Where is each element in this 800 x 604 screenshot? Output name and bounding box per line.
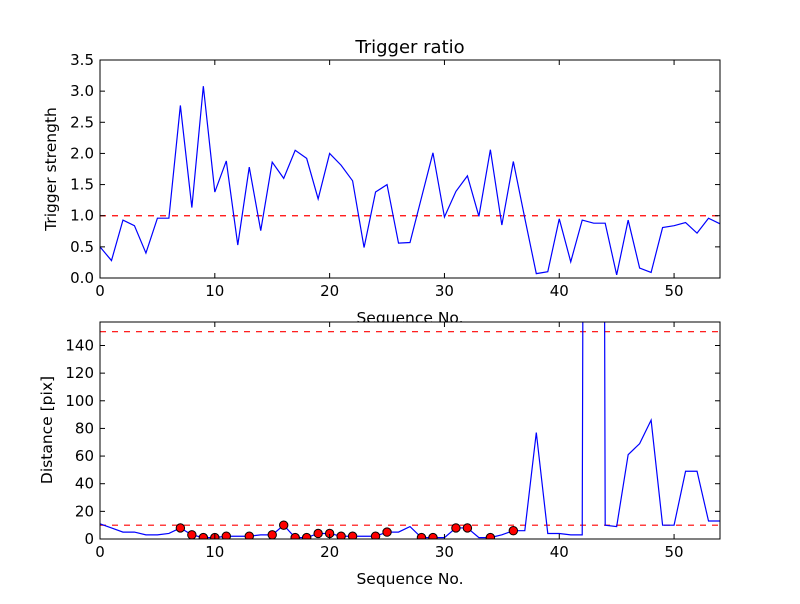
- x-tick-label: 30: [435, 282, 454, 300]
- x-tick-label: 0: [95, 543, 105, 561]
- x-tick-label: 50: [665, 543, 684, 561]
- x-tick-label: 10: [205, 282, 224, 300]
- data-point: [187, 530, 197, 539]
- data-point: [428, 532, 438, 539]
- y-tick-label: 2.5: [70, 113, 94, 131]
- data-point: [347, 531, 358, 539]
- y-tick-label: 0: [84, 530, 94, 548]
- y-tick-label: 0.0: [70, 269, 94, 287]
- y-axis-label: Trigger strength: [42, 107, 60, 232]
- series-line: [100, 86, 720, 276]
- data-point: [313, 528, 323, 539]
- data-point: [198, 532, 209, 539]
- x-tick-label: 40: [550, 543, 569, 561]
- plot-frame: [99, 321, 721, 540]
- x-tick-label: 40: [550, 282, 569, 300]
- y-tick-label: 120: [65, 364, 94, 382]
- chart-title: Trigger ratio: [354, 37, 464, 58]
- y-tick-label: 60: [75, 447, 94, 465]
- data-point: [451, 523, 461, 533]
- data-point: [175, 523, 186, 533]
- y-tick-label: 140: [65, 336, 94, 354]
- data-point: [462, 523, 473, 533]
- panel-distance: 0 10 20 30 40 50 0 20 40 60 80 100 120 140 Sequence …: [38, 321, 721, 588]
- y-tick-label: 0.5: [70, 238, 94, 256]
- data-point: [301, 532, 312, 539]
- y-tick-label: 20: [75, 502, 94, 520]
- y-tick-label: 3.0: [70, 82, 94, 100]
- x-tick-label: 10: [205, 543, 224, 561]
- data-point: [382, 527, 392, 537]
- panel-trigger-ratio: 0 10 20 30 40 50 0.0 0.5 1.0 1.5 2.0 2.5 3.0 3.5 Tri…: [42, 37, 721, 327]
- y-tick-label: 80: [75, 419, 94, 437]
- x-tick-label: 50: [665, 282, 684, 300]
- y-tick-label: 3.5: [70, 51, 94, 69]
- data-point: [336, 531, 346, 539]
- y-tick-label: 100: [65, 392, 94, 410]
- data-point: [221, 531, 231, 539]
- data-point: [370, 531, 381, 539]
- x-tick-label: 20: [320, 543, 339, 561]
- y-axis-label: Distance [pix]: [38, 376, 56, 484]
- plot-frame: [99, 59, 721, 279]
- data-point: [267, 530, 277, 539]
- x-axis-label: Sequence No.: [356, 570, 463, 588]
- y-tick-label: 1.0: [70, 207, 94, 225]
- x-tick-label: 20: [320, 282, 339, 300]
- data-point: [485, 532, 496, 539]
- data-point: [416, 532, 427, 539]
- x-tick-label: 30: [435, 543, 454, 561]
- data-point: [244, 531, 254, 539]
- y-tick-label: 40: [75, 475, 94, 493]
- data-point: [508, 526, 519, 536]
- data-point: [290, 532, 300, 539]
- y-tick-label: 2.0: [70, 144, 94, 162]
- y-tick-label: 1.5: [70, 176, 94, 194]
- x-tick-label: 0: [95, 282, 105, 300]
- data-point: [279, 520, 289, 530]
